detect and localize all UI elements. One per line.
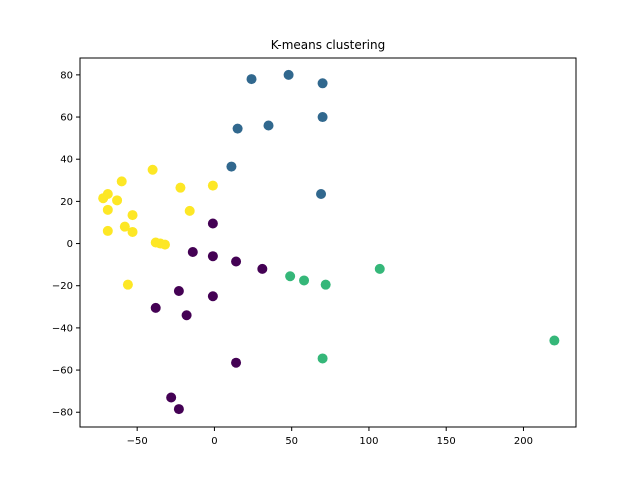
cluster-0-point-2 (207, 251, 218, 262)
cluster-0-point-3 (231, 256, 242, 267)
cluster-0-point-0 (207, 218, 218, 229)
cluster-3-point-12 (127, 226, 138, 237)
cluster-0-point-1 (187, 246, 198, 257)
y-tick-label: 80 (60, 70, 73, 81)
x-tick-label: 100 (359, 436, 378, 447)
x-tick-label: 50 (285, 436, 298, 447)
cluster-2-point-1 (299, 275, 310, 286)
y-tick-label: 20 (60, 197, 73, 208)
cluster-3-point-5 (98, 193, 109, 204)
cluster-3-point-6 (112, 195, 123, 206)
y-axis: −80 −60 −40 −20 0 20 40 60 80 (52, 70, 80, 419)
x-axis: −50 0 50 100 150 200 (127, 427, 533, 447)
y-tick-label: 40 (60, 155, 73, 166)
y-tick-label: −80 (52, 408, 73, 419)
cluster-2-point-5 (549, 335, 560, 346)
cluster-3-point-7 (102, 204, 113, 215)
cluster-1-point-1 (283, 69, 294, 80)
x-tick-label: 200 (514, 436, 533, 447)
cluster-0-point-6 (207, 291, 218, 302)
cluster-0-point-8 (181, 310, 192, 321)
cluster-3-point-0 (116, 176, 127, 187)
y-tick-label: −20 (52, 281, 73, 292)
chart-title: K-means clustering (271, 38, 385, 52)
x-tick-label: 0 (211, 436, 217, 447)
cluster-1-point-2 (317, 78, 328, 89)
cluster-3-point-11 (102, 225, 113, 236)
cluster-3-point-3 (207, 180, 218, 191)
cluster-1-point-5 (317, 112, 328, 123)
x-tick-label: −50 (127, 436, 148, 447)
cluster-3-point-8 (184, 205, 195, 216)
cluster-2-point-4 (317, 353, 328, 364)
cluster-2-point-2 (320, 279, 331, 290)
cluster-0-point-4 (257, 263, 268, 274)
cluster-1-point-0 (246, 74, 257, 85)
cluster-3-point-1 (147, 164, 158, 175)
cluster-0-point-5 (173, 285, 184, 296)
cluster-1-point-3 (232, 123, 243, 134)
cluster-2-point-3 (374, 263, 385, 274)
y-tick-label: 60 (60, 113, 73, 124)
scatter-points (98, 69, 560, 415)
cluster-0-point-11 (173, 404, 184, 415)
cluster-3-point-2 (175, 182, 186, 193)
cluster-0-point-10 (166, 392, 177, 403)
cluster-2-point-0 (285, 271, 296, 282)
cluster-0-point-7 (150, 302, 161, 313)
cluster-3-point-16 (122, 279, 133, 290)
plot-frame (79, 57, 577, 428)
x-tick-label: 150 (437, 436, 456, 447)
cluster-1-point-6 (226, 161, 237, 172)
cluster-3-point-9 (127, 210, 138, 221)
y-tick-label: 0 (67, 239, 73, 250)
cluster-3-point-10 (119, 221, 130, 232)
cluster-1-point-4 (263, 120, 274, 131)
cluster-0-point-9 (231, 357, 242, 368)
cluster-3-point-15 (159, 239, 170, 250)
y-tick-label: −60 (52, 366, 73, 377)
y-tick-label: −40 (52, 323, 73, 334)
cluster-1-point-7 (316, 189, 327, 200)
